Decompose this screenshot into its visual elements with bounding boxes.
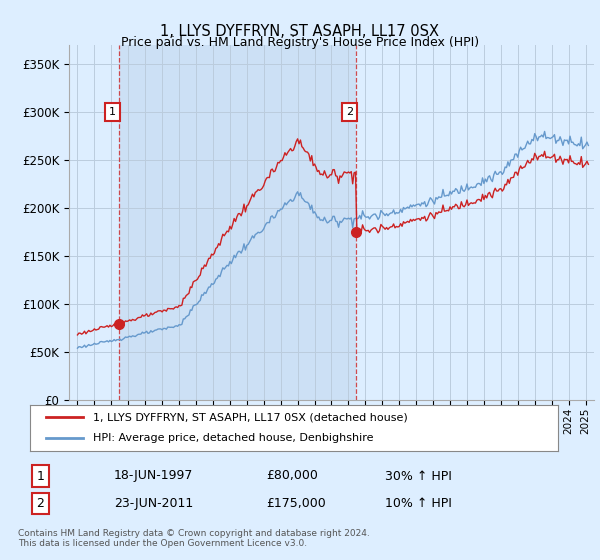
Text: Contains HM Land Registry data © Crown copyright and database right 2024.
This d: Contains HM Land Registry data © Crown c… [18,529,370,548]
Text: HPI: Average price, detached house, Denbighshire: HPI: Average price, detached house, Denb… [94,433,374,444]
Text: 1: 1 [109,107,116,117]
Text: 30% ↑ HPI: 30% ↑ HPI [385,469,451,483]
Text: Price paid vs. HM Land Registry's House Price Index (HPI): Price paid vs. HM Land Registry's House … [121,36,479,49]
Text: 10% ↑ HPI: 10% ↑ HPI [385,497,451,510]
Text: 1: 1 [37,469,44,483]
Text: 1, LLYS DYFFRYN, ST ASAPH, LL17 0SX (detached house): 1, LLYS DYFFRYN, ST ASAPH, LL17 0SX (det… [94,412,408,422]
Bar [119,45,356,400]
Text: £175,000: £175,000 [266,497,326,510]
Text: 1, LLYS DYFFRYN, ST ASAPH, LL17 0SX: 1, LLYS DYFFRYN, ST ASAPH, LL17 0SX [161,24,439,39]
Text: 23-JUN-2011: 23-JUN-2011 [114,497,193,510]
Text: £80,000: £80,000 [266,469,318,483]
Text: 2: 2 [37,497,44,510]
Text: 18-JUN-1997: 18-JUN-1997 [114,469,193,483]
Text: 2: 2 [346,107,353,117]
